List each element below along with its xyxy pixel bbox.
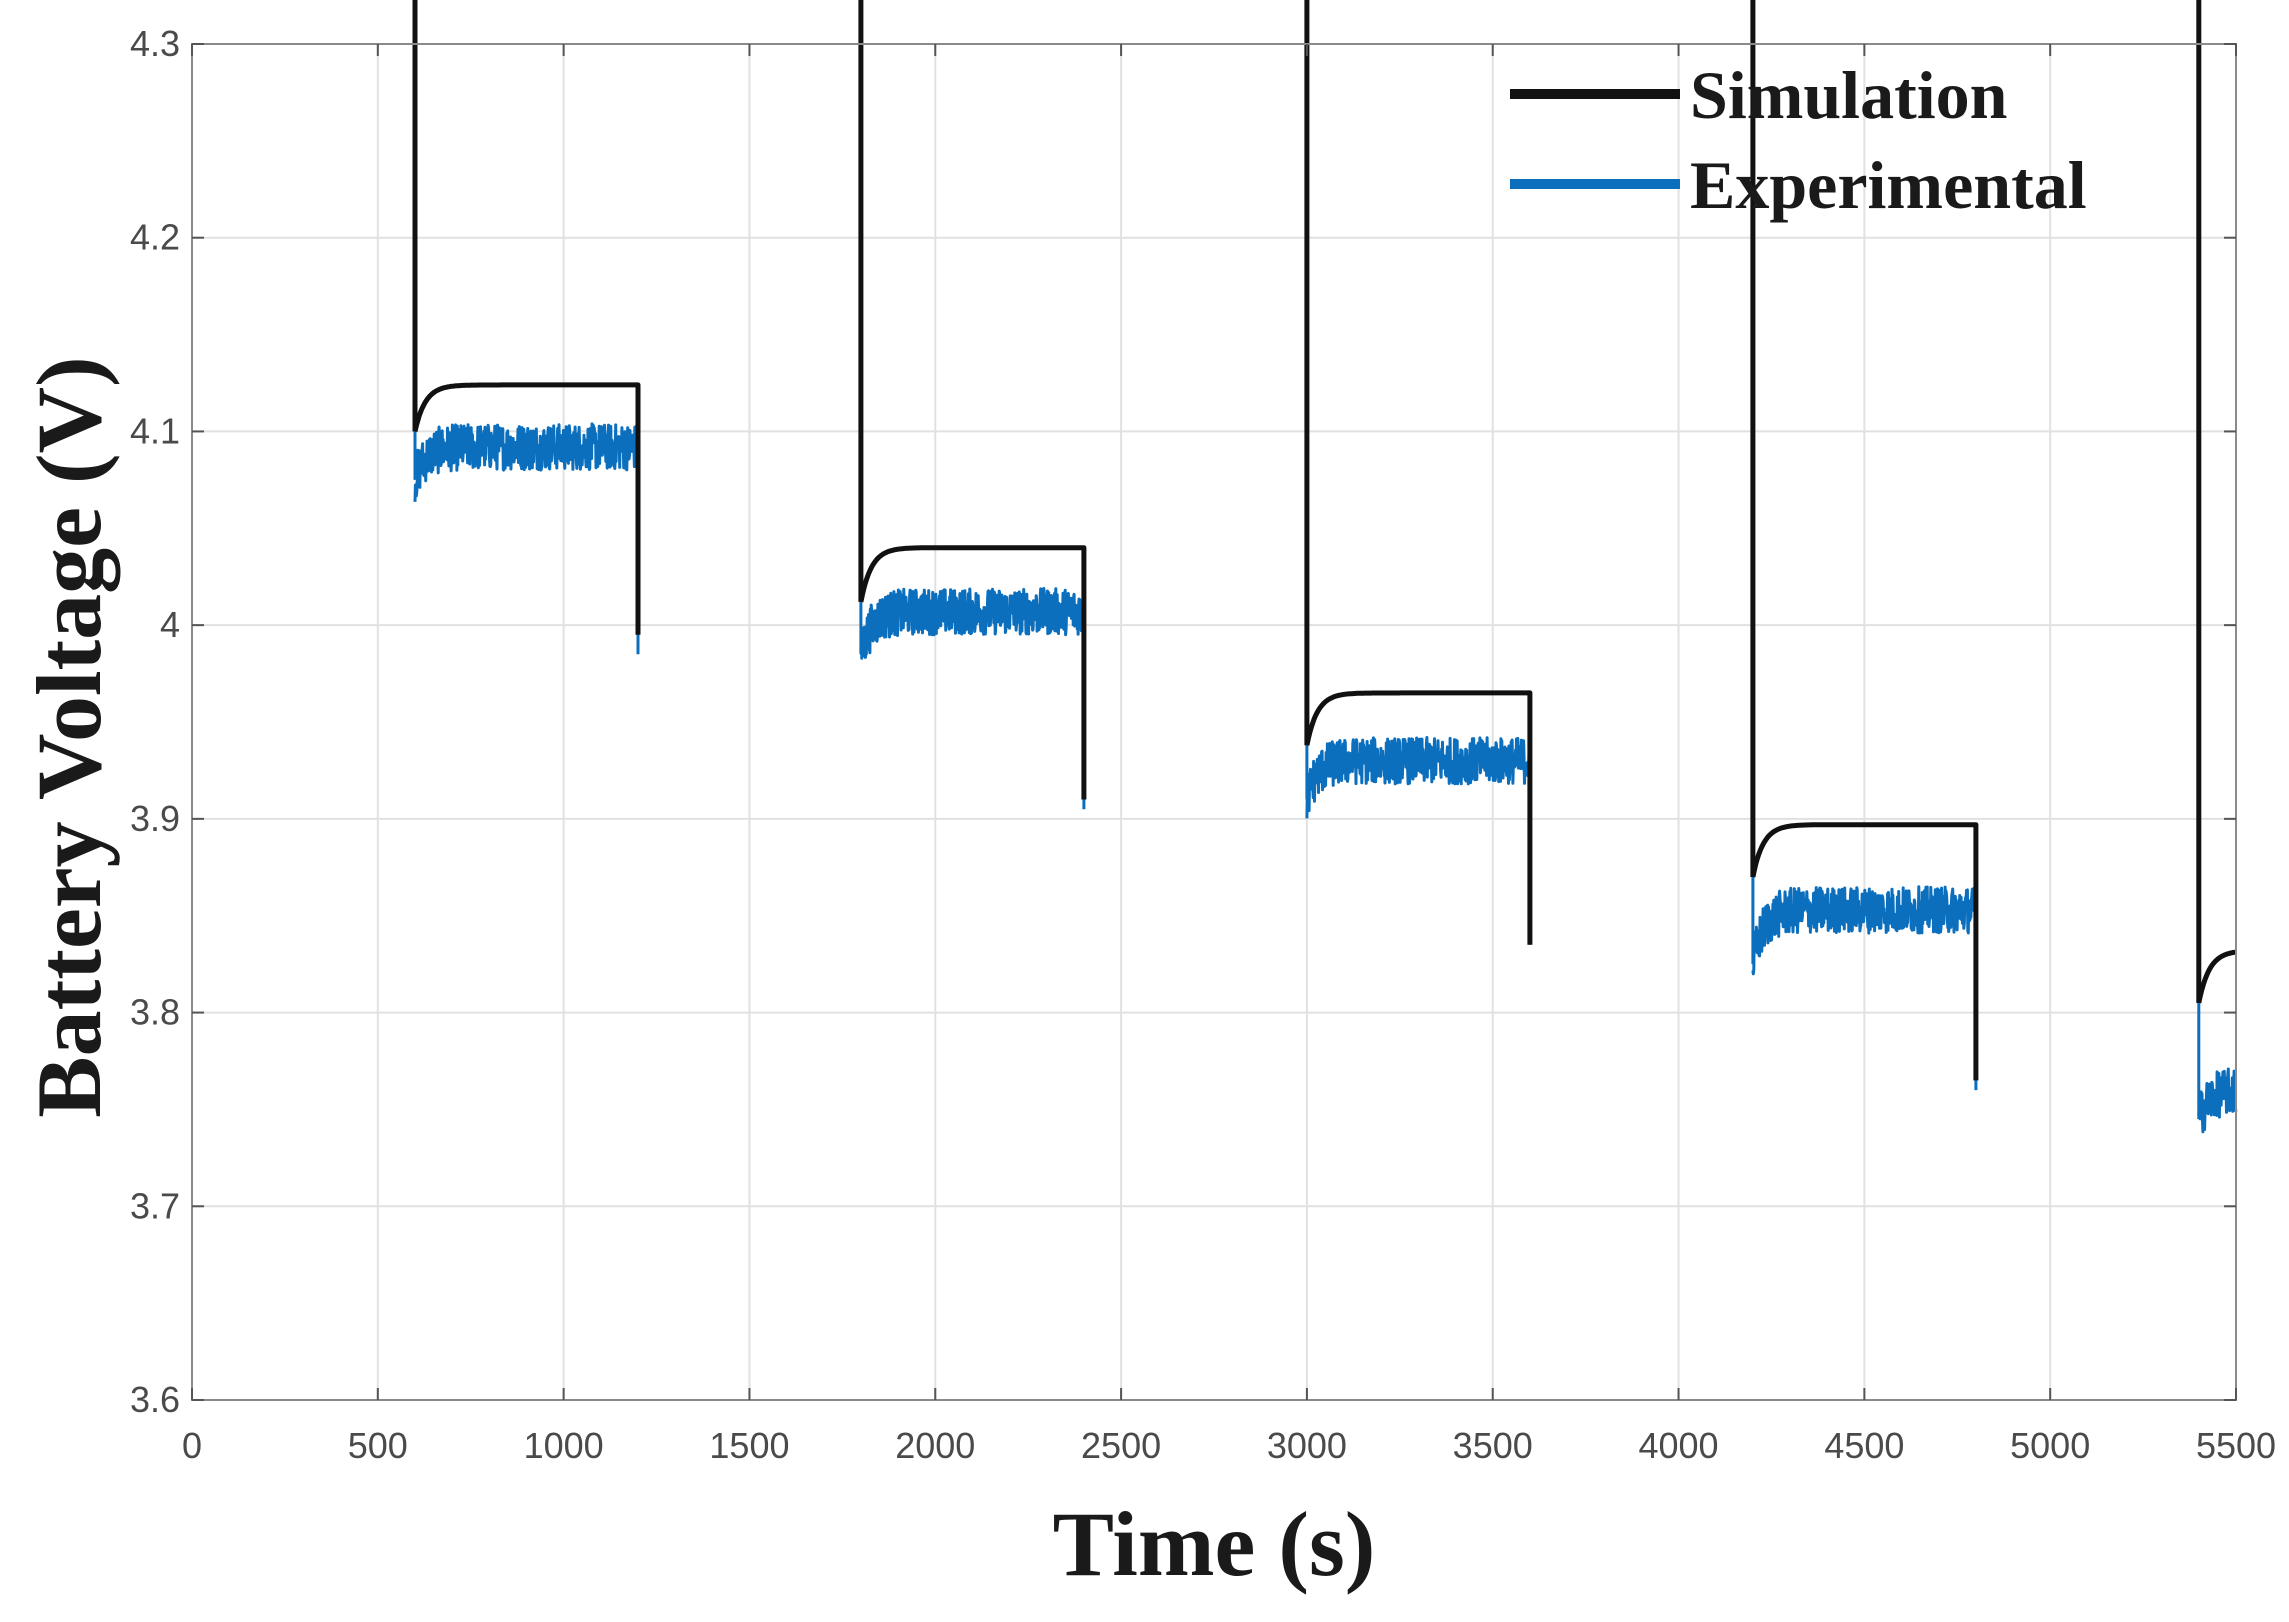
x-tick-label: 3500 [1453,1425,1533,1466]
series-simulation-segment [412,382,641,635]
x-tick-label: 2000 [895,1425,975,1466]
series-experimental-segment [1305,736,1532,945]
x-tick-label: 4500 [1824,1425,1904,1466]
plot-frame [191,43,2237,1401]
y-axis-title: Battery Voltage (V) [18,356,120,1117]
x-tick-label: 4000 [1638,1425,1718,1466]
x-tick-label: 1500 [709,1425,789,1466]
series-simulation-segment [858,545,1087,800]
legend-label-simulation: Simulation [1690,57,2007,133]
y-tick-label: 3.9 [130,798,180,839]
x-axis-title: Time (s) [1053,1493,1376,1595]
series-experimental-segment [1751,885,1978,1091]
y-tick-label: 4.1 [130,410,180,451]
y-tick-label: 3.6 [130,1379,180,1420]
series-experimental-segment [413,422,640,655]
tick-layer: 0 500 1000 1500 2000 2500 3000 3500 4000 4500 5000… [130,23,2276,1466]
x-tick-label: 0 [182,1425,202,1466]
x-tick-label: 1000 [524,1425,604,1466]
x-tick-label: 2500 [1081,1425,1161,1466]
y-tick-label: 4.3 [130,23,180,64]
y-tick-label: 4.2 [130,217,180,258]
y-tick-label: 4 [160,604,180,645]
x-tick-label: 5000 [2010,1425,2090,1466]
series-simulation-segment [2196,949,2237,1004]
legend: Simulation Experimental [1510,57,2087,223]
legend-label-experimental: Experimental [1690,147,2087,223]
series-simulation-segment [1750,822,1979,1081]
y-tick-label: 3.7 [130,1185,180,1226]
series-experimental-segment [859,587,1086,810]
x-tick-label: 500 [348,1425,408,1466]
y-tick-label: 3.8 [130,992,180,1033]
series-simulation-segment [1304,690,1533,945]
series-layer [412,0,2238,1134]
x-tick-label: 5500 [2196,1425,2276,1466]
x-tick-label: 3000 [1267,1425,1347,1466]
series-experimental-segment [2197,1067,2238,1134]
